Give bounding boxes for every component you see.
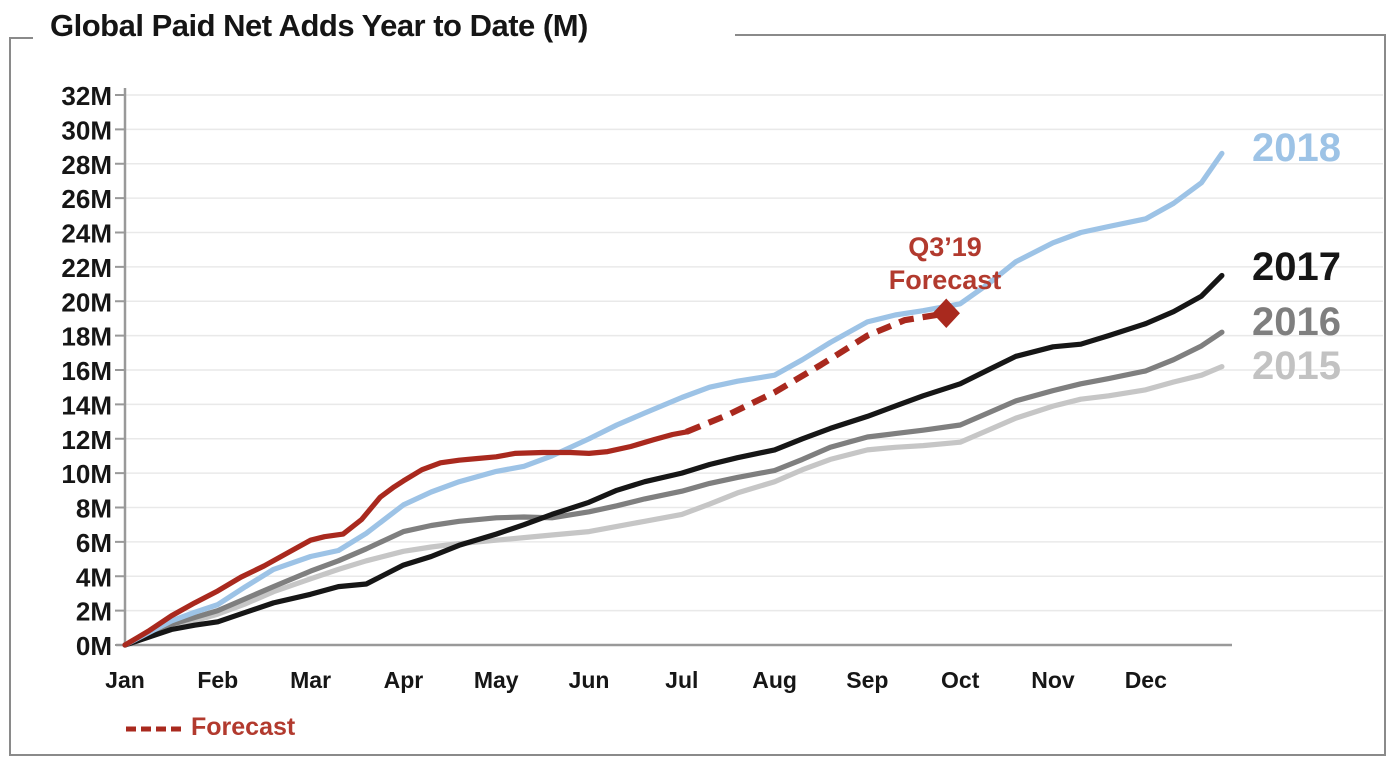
chart-title: Global Paid Net Adds Year to Date (M) (44, 8, 598, 44)
x-tick-label: Sep (846, 667, 888, 693)
forecast-legend-label: Forecast (191, 713, 296, 741)
series-line-2015 (122, 364, 1225, 648)
year-label-2018: 2018 (1252, 126, 1341, 170)
x-tick-label: Nov (1031, 667, 1075, 693)
series-line-2019-actual (122, 429, 690, 648)
x-tick-label: Jun (569, 667, 610, 693)
y-tick-label: 14M (61, 390, 112, 420)
y-tick-label: 22M (61, 253, 112, 283)
x-tick-label: Jul (665, 667, 698, 693)
series-line-2016 (122, 329, 1225, 648)
y-tick-label: 2M (76, 597, 112, 627)
y-tick-label: 16M (61, 356, 112, 386)
y-tick-label: 26M (61, 184, 112, 214)
forecast-annotation-line1: Q3’19 (908, 232, 982, 262)
x-tick-label: Oct (941, 667, 980, 693)
y-tick-label: 10M (61, 459, 112, 489)
y-tick-label: 0M (76, 631, 112, 661)
series-line-2019-forecast (685, 310, 947, 435)
y-tick-label: 24M (61, 219, 112, 249)
y-tick-label: 30M (61, 115, 112, 145)
y-tick-label: 8M (76, 494, 112, 524)
forecast-annotation-line2: Forecast (888, 265, 1002, 295)
series-line-2018 (122, 150, 1225, 648)
y-tick-label: 12M (61, 425, 112, 455)
series-line-2017 (122, 272, 1225, 648)
x-tick-label: Feb (197, 667, 238, 693)
year-label-2016: 2016 (1252, 300, 1341, 344)
x-tick-label: Apr (384, 667, 424, 693)
y-tick-label: 6M (76, 528, 112, 558)
year-label-2017: 2017 (1252, 245, 1341, 289)
year-label-2015: 2015 (1252, 344, 1341, 388)
x-tick-label: Aug (752, 667, 797, 693)
x-tick-label: May (474, 667, 519, 693)
y-tick-label: 32M (61, 81, 112, 111)
forecast-diamond-marker (932, 298, 960, 329)
x-tick-label: Dec (1125, 667, 1167, 693)
forecast-annotation: Q3’19 Forecast (845, 231, 1045, 297)
y-tick-label: 28M (61, 150, 112, 180)
x-tick-label: Mar (290, 667, 331, 693)
y-tick-label: 20M (61, 287, 112, 317)
y-tick-label: 4M (76, 562, 112, 592)
x-tick-label: Jan (105, 667, 145, 693)
y-tick-label: 18M (61, 322, 112, 352)
panel-frame (9, 34, 1386, 756)
